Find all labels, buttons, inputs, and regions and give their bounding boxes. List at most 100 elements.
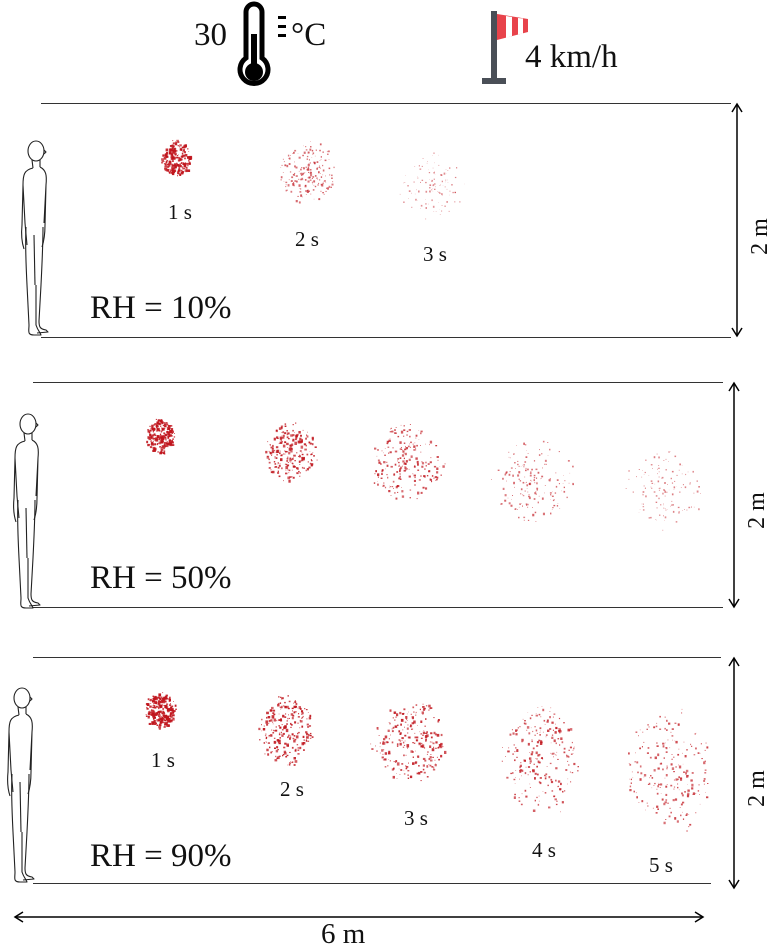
droplet: [674, 486, 676, 488]
droplet: [570, 473, 571, 474]
droplet: [643, 509, 645, 510]
droplet: [332, 181, 333, 182]
droplet: [284, 432, 286, 434]
droplet: [538, 740, 540, 742]
droplet: [662, 478, 663, 479]
droplet: [690, 482, 691, 483]
droplet: [536, 745, 538, 747]
droplet: [394, 492, 395, 493]
droplet: [407, 728, 409, 730]
panel-top-line: [41, 103, 731, 104]
droplet: [288, 736, 289, 738]
droplet: [276, 436, 278, 438]
droplet: [649, 783, 651, 785]
droplet: [182, 168, 185, 170]
droplet: [309, 163, 310, 164]
droplet: [698, 508, 700, 510]
droplet: [374, 448, 376, 450]
droplet: [506, 471, 508, 473]
droplet: [411, 714, 412, 715]
droplet: [636, 796, 638, 798]
droplet: [545, 460, 547, 462]
droplet: [531, 753, 533, 755]
droplet: [429, 179, 430, 180]
droplet: [545, 485, 546, 486]
droplet: [663, 508, 664, 509]
droplet: [309, 715, 311, 717]
droplet: [400, 476, 401, 478]
droplet: [147, 708, 149, 710]
droplet: [695, 793, 696, 794]
droplet: [430, 457, 431, 458]
droplet: [171, 172, 173, 174]
droplet: [283, 159, 284, 160]
droplet: [312, 176, 314, 178]
droplet: [412, 742, 414, 743]
droplet: [423, 764, 425, 766]
droplet: [442, 465, 444, 468]
droplet: [439, 185, 440, 186]
droplet: [295, 439, 297, 441]
droplet: [288, 708, 290, 709]
droplet: [506, 481, 507, 482]
droplet: [269, 720, 271, 722]
droplet: [692, 794, 693, 795]
droplet: [280, 709, 281, 710]
droplet: [399, 468, 401, 470]
droplet: [663, 745, 665, 747]
droplet: [308, 712, 309, 713]
droplet: [279, 719, 281, 721]
droplet: [158, 419, 159, 420]
droplet: [667, 767, 668, 768]
droplet: [394, 720, 395, 721]
droplet: [423, 704, 424, 705]
droplet: [515, 508, 516, 510]
droplet: [526, 484, 528, 486]
droplet: [441, 174, 442, 176]
droplet: [656, 726, 658, 728]
droplet: [321, 176, 322, 178]
droplet: [445, 187, 446, 188]
droplet: [159, 446, 161, 448]
droplet: [312, 178, 313, 179]
droplet: [508, 498, 509, 499]
droplet: [548, 455, 549, 456]
droplet: [555, 473, 556, 474]
droplet: [667, 784, 668, 785]
droplet: [280, 707, 281, 708]
droplet: [633, 491, 634, 492]
droplet: [281, 426, 283, 428]
droplet: [183, 149, 185, 151]
time-label-3s: 3 s: [423, 242, 447, 267]
droplet: [392, 447, 393, 448]
droplet: [313, 180, 315, 182]
droplet: [425, 182, 427, 183]
droplet: [385, 448, 386, 449]
droplet: [297, 708, 298, 709]
droplet: [512, 495, 513, 496]
droplet: [155, 696, 157, 698]
droplet: [656, 812, 658, 814]
droplet: [282, 724, 283, 725]
droplet: [407, 714, 408, 715]
droplet: [554, 499, 555, 500]
temperature-value: 30: [194, 19, 227, 52]
droplet: [556, 752, 557, 753]
droplet: [166, 703, 168, 705]
droplet: [402, 450, 404, 452]
height-label: 2 m: [744, 770, 768, 807]
droplet: [281, 432, 282, 433]
droplet: [300, 720, 301, 721]
droplet: [417, 737, 419, 739]
droplet: [659, 716, 661, 718]
droplet: [539, 796, 540, 797]
droplet: [276, 452, 278, 454]
droplet: [326, 191, 327, 192]
droplet: [296, 452, 297, 453]
droplet: [402, 466, 403, 467]
droplet: [310, 172, 312, 174]
droplet: [265, 735, 266, 736]
droplet: [156, 419, 157, 420]
droplet: [160, 721, 162, 723]
droplet: [530, 717, 532, 719]
